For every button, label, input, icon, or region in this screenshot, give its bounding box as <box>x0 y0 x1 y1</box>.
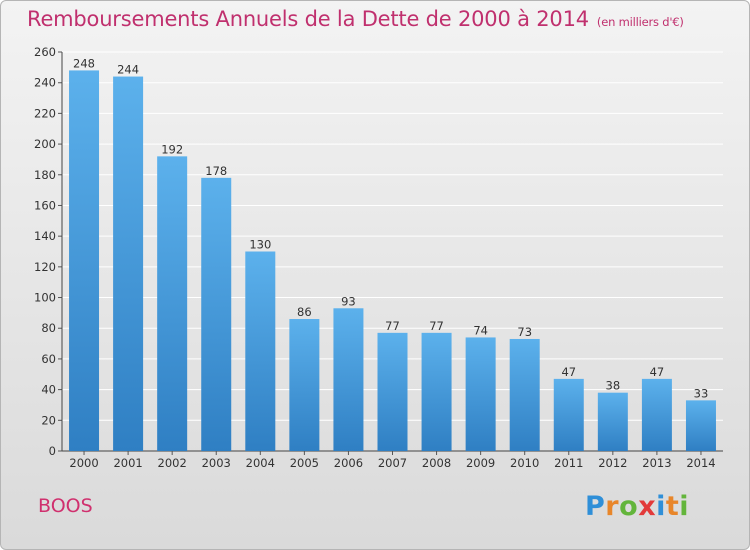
y-tick-label: 120 <box>34 260 56 274</box>
bar <box>289 319 320 451</box>
data-label: 192 <box>161 142 183 156</box>
y-tick-label: 260 <box>34 45 56 59</box>
y-tick-label: 240 <box>34 76 56 90</box>
bar <box>69 70 100 452</box>
chart-title: Remboursements Annuels de la Dette de 20… <box>27 7 684 31</box>
logo-letter: i <box>656 491 666 522</box>
data-label: 244 <box>117 63 139 77</box>
y-tick-label: 0 <box>49 444 56 458</box>
x-tick-label: 2012 <box>598 456 627 470</box>
x-tick-label: 2000 <box>69 456 98 470</box>
data-label: 77 <box>429 319 444 333</box>
y-tick-label: 20 <box>41 413 56 427</box>
y-tick-label: 160 <box>34 198 56 212</box>
data-label: 33 <box>694 386 709 400</box>
logo-letter: x <box>638 491 657 522</box>
unit-note: (en milliers d'€) <box>596 15 684 29</box>
y-tick-label: 80 <box>41 321 56 335</box>
data-label: 47 <box>561 365 576 379</box>
bar <box>113 76 144 452</box>
bar <box>641 378 672 451</box>
data-labels: 248 244 192 178 130 86 93 77 77 74 73 47 38 47 33 <box>73 56 708 400</box>
chart-title-text: Remboursements Annuels de la Dette de 20… <box>27 7 589 31</box>
data-label: 86 <box>297 305 312 319</box>
x-tick-label: 2002 <box>158 456 187 470</box>
bar <box>201 177 232 452</box>
bar <box>597 392 628 451</box>
bar <box>421 332 452 451</box>
data-label: 93 <box>341 294 356 308</box>
data-label: 74 <box>473 323 488 337</box>
x-tick-label: 2013 <box>642 456 671 470</box>
x-tick-label: 2007 <box>378 456 407 470</box>
data-label: 38 <box>606 379 621 393</box>
bar <box>377 332 408 451</box>
logo-letter: o <box>619 491 639 522</box>
bar <box>157 156 188 451</box>
bar <box>553 378 584 451</box>
y-tick-labels: 0 20 40 60 80 100 120 140 160 180 200 220 240 260 <box>34 45 56 458</box>
x-tick-label: 2014 <box>686 456 715 470</box>
bar <box>245 251 276 451</box>
proxiti-logo[interactable]: Proxiti <box>585 491 689 522</box>
x-tick-label: 2005 <box>290 456 319 470</box>
y-tick-label: 40 <box>41 383 56 397</box>
x-tick-label: 2003 <box>202 456 231 470</box>
y-tick-label: 60 <box>41 352 56 366</box>
x-tick-label: 2009 <box>466 456 495 470</box>
y-tick-label: 140 <box>34 229 56 243</box>
x-tick-label: 2008 <box>422 456 451 470</box>
bar <box>685 400 716 451</box>
bar <box>465 337 496 451</box>
x-tick-label: 2001 <box>113 456 142 470</box>
logo-letter: i <box>679 491 690 522</box>
y-tick-label: 220 <box>34 106 56 120</box>
data-label: 248 <box>73 56 95 70</box>
bar <box>509 338 540 451</box>
logo-letter: P <box>585 491 606 522</box>
logo-letter: t <box>665 491 680 522</box>
data-label: 178 <box>205 164 227 178</box>
x-tick-label: 2004 <box>246 456 275 470</box>
bars <box>69 70 716 452</box>
logo-letter: r <box>605 491 620 522</box>
y-tick-label: 200 <box>34 137 56 151</box>
data-label: 130 <box>249 238 271 252</box>
x-tick-label: 2011 <box>554 456 583 470</box>
data-label: 47 <box>650 365 665 379</box>
x-tick-labels: 2000 2001 2002 2003 2004 2005 2006 2007 2008 2009… <box>69 451 716 470</box>
x-tick-label: 2006 <box>334 456 363 470</box>
data-label: 73 <box>517 325 532 339</box>
y-tick-label: 180 <box>34 168 56 182</box>
commune-name: BOOS <box>38 495 93 517</box>
bar <box>333 308 364 451</box>
x-tick-label: 2010 <box>510 456 539 470</box>
data-label: 77 <box>385 319 400 333</box>
y-tick-label: 100 <box>34 291 56 305</box>
